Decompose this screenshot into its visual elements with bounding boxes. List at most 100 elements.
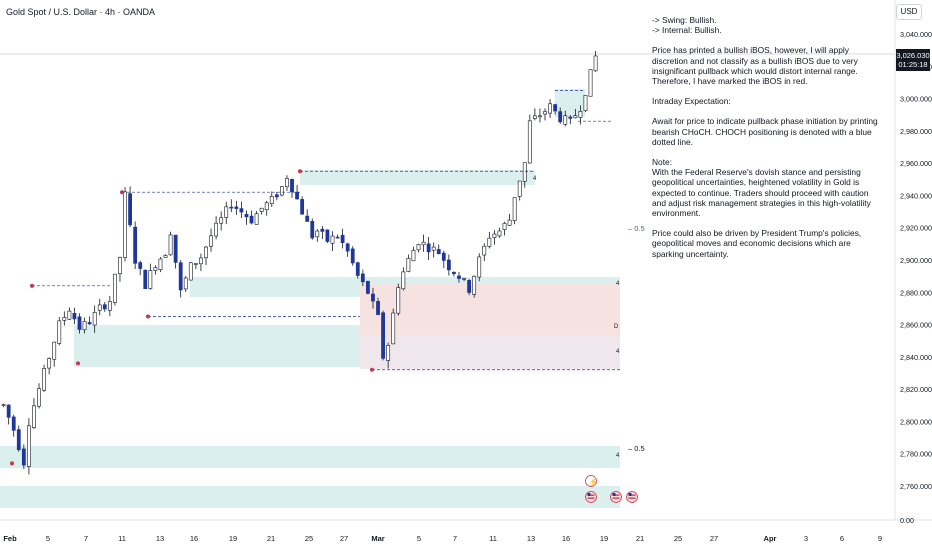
zones-layer (0, 89, 620, 508)
x-tick-label: 27 (710, 534, 718, 543)
x-tick-label: 21 (636, 534, 644, 543)
candle-body (274, 194, 279, 198)
time-axis[interactable]: Feb 5 7 11 13 16 19 21 25 27 Mar 5 7 11 13 16 19 21 25 27 Ap… (3, 534, 882, 543)
swing-marker-2 (370, 367, 374, 372)
candle-body (360, 273, 365, 283)
x-tick-label: 19 (600, 534, 608, 543)
candle-body (249, 215, 254, 224)
swing-marker-0 (120, 190, 124, 195)
candle-body (148, 270, 153, 289)
candle-body (193, 263, 198, 265)
candle-body (188, 262, 193, 281)
x-tick-label: 27 (340, 534, 348, 543)
candle-body (517, 180, 522, 197)
candle-body (47, 358, 52, 369)
currency-button[interactable]: USD (896, 4, 922, 20)
candle-body (482, 245, 487, 256)
candle-body (315, 230, 320, 238)
flag-stripe (612, 494, 620, 496)
candle-body (421, 241, 426, 246)
candle-body (300, 199, 305, 215)
candle-body (401, 271, 406, 290)
x-tick-label: 7 (453, 534, 457, 543)
fib-label-top: – 0.5 (628, 224, 645, 233)
candle-body (239, 208, 244, 213)
candle-body (6, 404, 11, 418)
candle-body (462, 278, 466, 280)
candle-body (568, 116, 573, 119)
candle-body (102, 304, 107, 310)
candle-body (163, 255, 168, 258)
candle-body (472, 275, 477, 295)
candle-body (457, 275, 461, 279)
x-tick-label: 21 (267, 534, 275, 543)
note-structure: -> Swing: Bullish. -> Internal: Bullish. (652, 15, 722, 36)
note-ibos: Price has printed a bullish iBOS, howeve… (652, 45, 858, 87)
candle-body (563, 115, 568, 125)
note-heading: Intraday Expectation: (652, 96, 731, 107)
event-icons: ⚡ (585, 475, 638, 503)
candle-body (77, 316, 82, 330)
swing-marker-5 (10, 461, 14, 466)
swing-marker-4 (30, 283, 34, 288)
candle-body (183, 277, 188, 290)
x-tick-label: 9 (878, 534, 882, 543)
candle-body (259, 207, 264, 212)
flag-stripe (587, 494, 595, 496)
candle-body (123, 191, 127, 258)
candle-body (118, 257, 122, 275)
candle-body (371, 293, 375, 302)
candle-body (199, 257, 203, 265)
candle-body (178, 262, 183, 291)
candle-body (57, 320, 62, 344)
x-tick-label: 6 (840, 534, 844, 543)
x-tick-label: 13 (156, 534, 164, 543)
candle-body (72, 312, 77, 320)
y-tick-label: 2,780.000 (900, 450, 932, 459)
candle-body (593, 55, 598, 72)
zone-label: 4 (616, 349, 620, 355)
chart-title: Gold Spot / U.S. Dollar · 4h · OANDA (6, 7, 156, 17)
candle-body (573, 115, 578, 119)
candle-body (133, 226, 138, 264)
x-tick-label: 11 (489, 534, 497, 543)
x-tick-label: Apr (764, 534, 777, 543)
note-trump: Price could also be driven by President … (652, 228, 862, 259)
candle-body (153, 267, 158, 271)
candle-body (285, 178, 289, 188)
zone-1 (0, 446, 620, 468)
candle-body (512, 197, 517, 221)
x-tick-label: 5 (417, 534, 421, 543)
candle-body (527, 120, 532, 164)
candle-body (522, 162, 527, 182)
price-axis[interactable]: 3,040.0003,020.0003,000.0002,980.0002,96… (900, 30, 932, 525)
zone-label: D (614, 324, 619, 330)
x-tick-label: 25 (674, 534, 682, 543)
x-tick-label: 13 (527, 534, 535, 543)
candle-body (386, 345, 391, 361)
y-zero-label: 0.00 (900, 516, 914, 525)
candle-body (32, 405, 36, 428)
candle-body (436, 249, 441, 255)
candle-body (62, 317, 67, 321)
zone-4 (300, 170, 535, 185)
candle-body (128, 193, 132, 226)
candle-body (548, 103, 552, 114)
y-tick-label: 2,980.000 (900, 127, 932, 136)
flag-canton (612, 493, 616, 496)
candle-body (578, 111, 583, 118)
y-tick-label: 2,880.000 (900, 288, 932, 297)
candle-body (340, 234, 345, 244)
candle-body (543, 111, 547, 115)
candle-body (335, 236, 340, 239)
flag-stripe (587, 497, 595, 499)
candle-body (320, 228, 325, 232)
zone-label: 4 (533, 176, 537, 182)
candle-body (37, 388, 41, 407)
swing-marker-3 (146, 314, 150, 319)
y-tick-label: 2,820.000 (900, 385, 932, 394)
x-tick-label: 7 (84, 534, 88, 543)
candle-body (264, 202, 269, 211)
candle-body (42, 367, 46, 391)
